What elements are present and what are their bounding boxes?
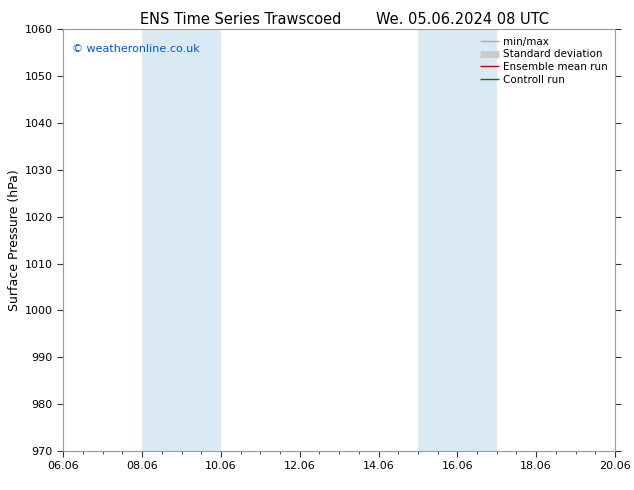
- Y-axis label: Surface Pressure (hPa): Surface Pressure (hPa): [8, 169, 21, 311]
- Legend: min/max, Standard deviation, Ensemble mean run, Controll run: min/max, Standard deviation, Ensemble me…: [478, 35, 610, 87]
- Text: ENS Time Series Trawscoed: ENS Time Series Trawscoed: [140, 12, 342, 27]
- Bar: [142, 29, 221, 451]
- Bar: [418, 29, 497, 451]
- Text: © weatheronline.co.uk: © weatheronline.co.uk: [72, 44, 200, 54]
- Text: We. 05.06.2024 08 UTC: We. 05.06.2024 08 UTC: [377, 12, 549, 27]
